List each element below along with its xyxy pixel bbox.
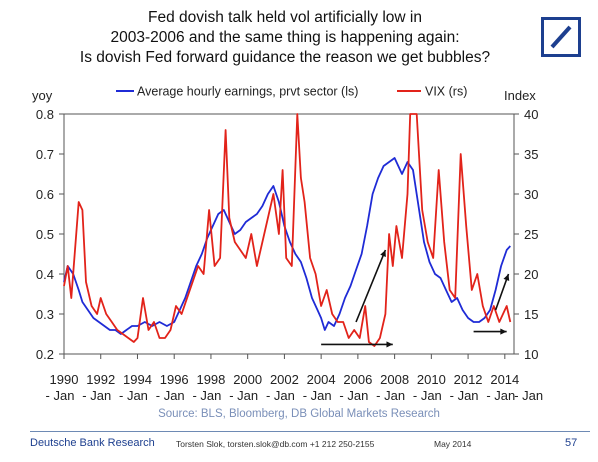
x-tick-label: 2012 <box>454 372 483 387</box>
x-tick-sublabel: - Jan <box>229 388 258 403</box>
x-tick-sublabel: - Jan <box>119 388 148 403</box>
x-tick-sublabel: - Jan <box>339 388 368 403</box>
x-tick-label: 1996 <box>160 372 189 387</box>
left-tick-label: 0.3 <box>36 307 54 322</box>
x-tick-sublabel: - Jan <box>46 388 75 403</box>
left-tick-label: 0.7 <box>36 147 54 162</box>
x-tick-label: 1990 <box>50 372 79 387</box>
left-tick-label: 0.4 <box>36 267 54 282</box>
trend-arrow-head <box>503 274 510 281</box>
chart-title: Fed dovish talk held vol artificially lo… <box>40 8 530 68</box>
left-tick-label: 0.5 <box>36 227 54 242</box>
x-tick-sublabel: - Jan <box>486 388 515 403</box>
right-tick-label: 35 <box>524 147 538 162</box>
x-tick-sublabel: - Jan <box>450 388 479 403</box>
x-tick-label: 2010 <box>417 372 446 387</box>
right-tick-label: 10 <box>524 347 538 362</box>
x-tick-sublabel: - Jan <box>156 388 185 403</box>
title-line-2: 2003-2006 and the same thing is happenin… <box>110 29 460 46</box>
trend-arrow-head <box>500 328 507 335</box>
footer-page-number: 57 <box>565 437 578 449</box>
right-tick-label: 25 <box>524 227 538 242</box>
x-tick-label: 2014 <box>490 372 519 387</box>
x-tick-label: 2006 <box>343 372 372 387</box>
x-tick-sublabel: - Jan <box>413 388 442 403</box>
x-tick-sublabel: - Jan <box>303 388 332 403</box>
footer-divider <box>30 431 590 432</box>
x-tick-label: 1994 <box>123 372 152 387</box>
right-tick-label: 20 <box>524 267 538 282</box>
trend-arrow-head <box>386 341 393 348</box>
x-tick-sublabel: - Jan <box>376 388 405 403</box>
title-line-1: Fed dovish talk held vol artificially lo… <box>148 9 422 26</box>
deutsche-bank-logo-icon <box>541 17 581 57</box>
legend-vix-label: VIX (rs) <box>425 85 467 99</box>
x-tick-label: 2008 <box>380 372 409 387</box>
earnings-series-line <box>63 157 511 335</box>
trend-arrow <box>494 273 510 311</box>
vix-series-line <box>63 113 512 347</box>
footer-author: Torsten Slok, torsten.slok@db.com +1 212… <box>176 439 375 449</box>
x-tick-label: 1992 <box>86 372 115 387</box>
right-tick-label: 15 <box>524 307 538 322</box>
right-tick-label: 30 <box>524 187 538 202</box>
legend-earnings-label: Average hourly earnings, prvt sector (ls… <box>137 85 358 99</box>
chart-frame <box>59 113 519 359</box>
x-tick-label: 1998 <box>196 372 225 387</box>
left-tick-label: 0.2 <box>36 347 54 362</box>
source-note: Source: BLS, Bloomberg, DB Global Market… <box>158 408 440 420</box>
left-tick-label: 0.8 <box>36 107 54 122</box>
right-axis-label: Index <box>504 88 536 103</box>
x-tick-label: 2000 <box>233 372 262 387</box>
x-tick-sublabel: - Jan <box>514 388 543 403</box>
x-tick-label: 2004 <box>307 372 336 387</box>
right-tick-label: 40 <box>524 107 538 122</box>
trend-arrow-head <box>380 250 386 257</box>
x-tick-sublabel: - Jan <box>192 388 221 403</box>
x-tick-label: 2002 <box>270 372 299 387</box>
footer-date: May 2014 <box>434 439 472 449</box>
trend-arrow <box>355 249 387 323</box>
left-axis-label: yoy <box>32 88 53 103</box>
footer-brand: Deutsche Bank Research <box>30 437 155 449</box>
title-line-3: Is dovish Fed forward guidance the reaso… <box>79 49 491 66</box>
plot-frame <box>63 113 515 355</box>
left-tick-label: 0.6 <box>36 187 54 202</box>
x-tick-sublabel: - Jan <box>82 388 111 403</box>
x-tick-sublabel: - Jan <box>266 388 295 403</box>
